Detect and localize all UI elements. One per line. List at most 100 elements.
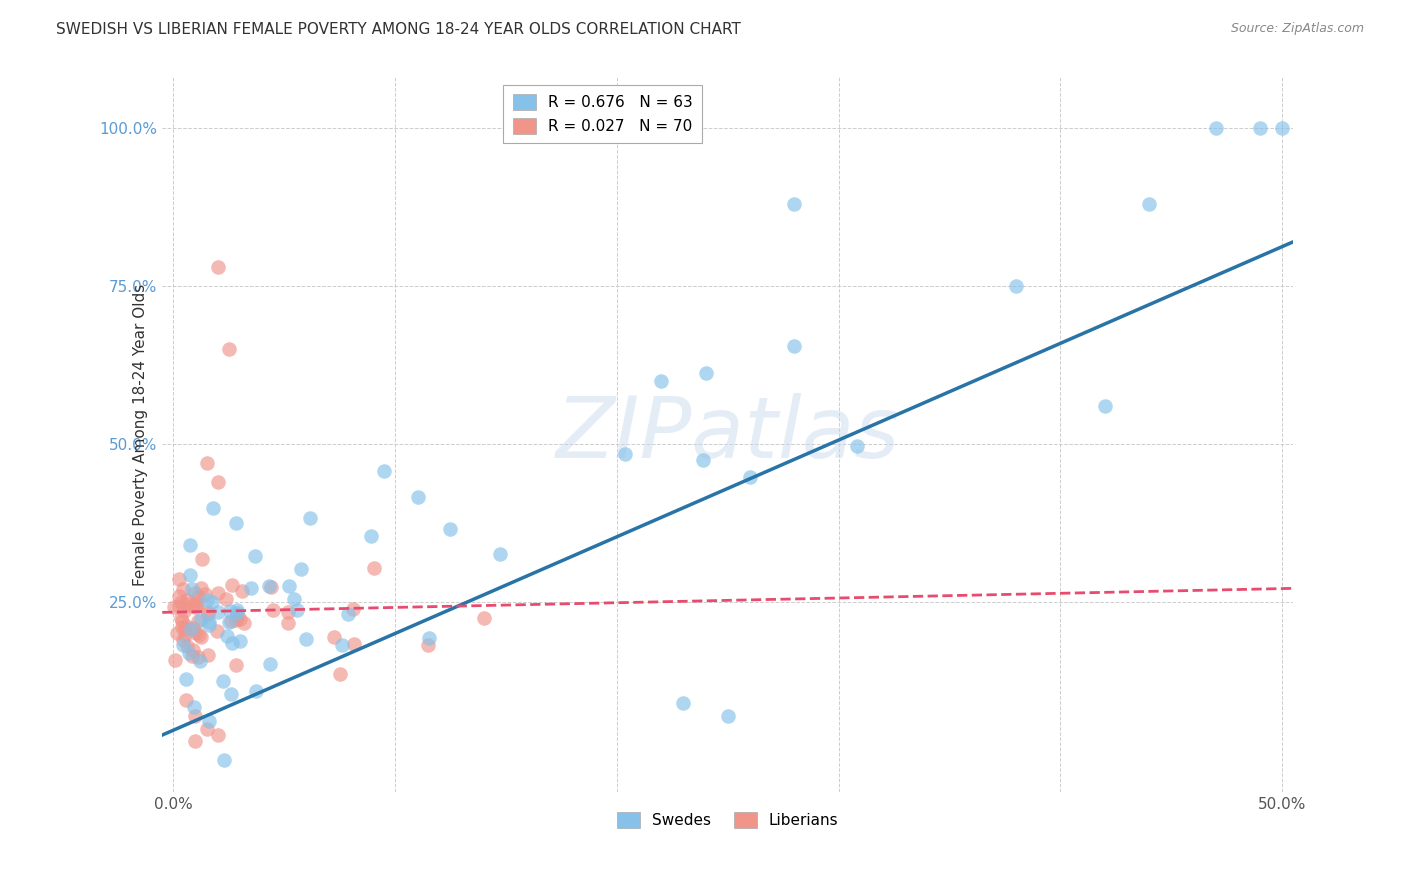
Point xyxy=(195,722,218,736)
Point xyxy=(260,581,283,595)
Point xyxy=(1271,121,1294,136)
Point xyxy=(167,590,190,604)
Point xyxy=(187,627,209,641)
Point xyxy=(172,620,194,634)
Point xyxy=(332,638,354,652)
Point xyxy=(179,537,201,551)
Point xyxy=(692,452,714,467)
Point xyxy=(298,510,321,524)
Point xyxy=(172,632,194,647)
Point xyxy=(187,590,209,604)
Point xyxy=(181,582,204,597)
Point xyxy=(173,604,195,618)
Point xyxy=(219,688,242,702)
Point xyxy=(221,578,243,592)
Point xyxy=(181,643,204,657)
Point xyxy=(1205,121,1227,136)
Point xyxy=(225,516,247,530)
Point xyxy=(1137,197,1160,211)
Point xyxy=(186,597,208,611)
Point xyxy=(198,617,221,632)
Point xyxy=(695,366,717,380)
Point xyxy=(285,603,308,617)
Point xyxy=(174,622,197,636)
Point xyxy=(197,607,219,621)
Point xyxy=(226,606,249,620)
Point xyxy=(212,673,235,688)
Point xyxy=(163,653,186,667)
Point xyxy=(201,501,224,516)
Point xyxy=(226,603,249,617)
Point xyxy=(170,614,193,628)
Point xyxy=(174,619,197,633)
Point xyxy=(278,579,301,593)
Legend: Swedes, Liberians: Swedes, Liberians xyxy=(610,806,845,834)
Point xyxy=(218,615,240,629)
Point xyxy=(166,626,188,640)
Point xyxy=(783,197,806,211)
Point xyxy=(207,728,229,742)
Point xyxy=(717,709,740,723)
Point xyxy=(172,638,194,652)
Text: Source: ZipAtlas.com: Source: ZipAtlas.com xyxy=(1230,22,1364,36)
Point xyxy=(197,648,219,662)
Point xyxy=(245,549,267,564)
Point xyxy=(1094,399,1116,413)
Point xyxy=(179,568,201,582)
Point xyxy=(225,657,247,672)
Point xyxy=(219,604,242,618)
Point xyxy=(221,635,243,649)
Point xyxy=(162,600,184,615)
Point xyxy=(262,603,284,617)
Point xyxy=(197,714,219,729)
Point xyxy=(229,634,252,648)
Point xyxy=(174,628,197,642)
Point xyxy=(184,709,207,723)
Point xyxy=(184,734,207,748)
Point xyxy=(195,592,218,607)
Point xyxy=(207,260,229,274)
Point xyxy=(214,592,236,607)
Point xyxy=(277,615,299,630)
Y-axis label: Female Poverty Among 18-24 Year Olds: Female Poverty Among 18-24 Year Olds xyxy=(134,284,148,586)
Point xyxy=(176,693,198,707)
Point xyxy=(190,581,212,595)
Point xyxy=(207,605,229,619)
Point xyxy=(184,585,207,599)
Point xyxy=(295,632,318,646)
Point xyxy=(214,753,236,767)
Point xyxy=(169,599,191,613)
Point xyxy=(322,631,344,645)
Point xyxy=(363,560,385,574)
Point xyxy=(207,586,229,600)
Point xyxy=(207,475,229,489)
Point xyxy=(373,464,395,478)
Point xyxy=(336,607,359,621)
Point xyxy=(229,612,252,626)
Point xyxy=(259,657,281,671)
Point xyxy=(201,594,224,608)
Point xyxy=(190,612,212,626)
Point xyxy=(225,613,247,627)
Point xyxy=(207,624,229,639)
Point xyxy=(783,339,806,353)
Point xyxy=(329,667,352,681)
Point xyxy=(239,581,262,595)
Point xyxy=(181,649,204,664)
Point xyxy=(343,637,366,651)
Point xyxy=(218,343,240,357)
Point xyxy=(614,447,637,461)
Point xyxy=(194,587,217,601)
Point xyxy=(488,547,510,561)
Point xyxy=(186,626,208,640)
Point xyxy=(186,599,208,613)
Point xyxy=(170,594,193,608)
Point xyxy=(226,608,249,623)
Point xyxy=(360,529,382,543)
Point xyxy=(197,605,219,619)
Point xyxy=(183,599,205,614)
Point xyxy=(181,621,204,635)
Point xyxy=(1005,279,1028,293)
Point xyxy=(406,490,429,504)
Point xyxy=(215,629,238,643)
